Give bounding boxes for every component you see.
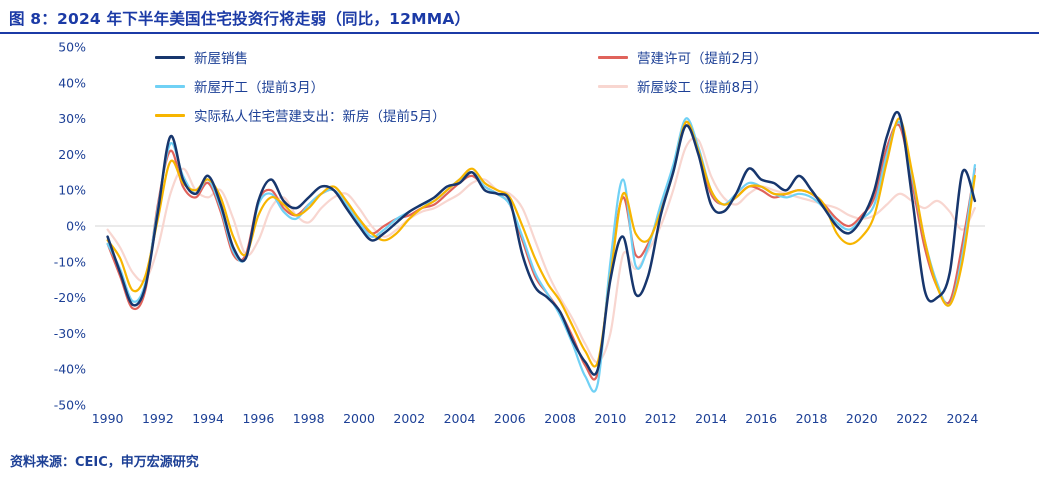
legend-line-swatch: [155, 84, 185, 88]
y-axis-tick-label: -50%: [54, 398, 86, 413]
legend-label: 新屋销售: [194, 51, 248, 67]
legend-line-swatch: [155, 113, 185, 117]
x-axis-tick-label: 2012: [645, 411, 677, 426]
legend-item: 新屋销售: [155, 47, 598, 67]
x-axis-tick-label: 1994: [192, 411, 224, 426]
x-axis-tick-label: 2004: [444, 411, 476, 426]
x-axis-tick-label: 2024: [946, 411, 978, 426]
x-axis-tick-label: 2008: [544, 411, 576, 426]
x-axis-tick-label: 2020: [846, 411, 878, 426]
x-axis-tick-label: 2018: [796, 411, 828, 426]
x-axis-tick-label: 1998: [293, 411, 325, 426]
series-line-4: [106, 136, 976, 364]
legend-label: 新屋竣工（提前8月）: [637, 80, 768, 96]
x-axis-tick-label: 1992: [142, 411, 174, 426]
legend-item: 营建许可（提前2月）: [598, 47, 767, 67]
legend-line-swatch: [598, 55, 628, 59]
x-axis-tick-label: 2014: [695, 411, 727, 426]
x-axis-tick-label: 1996: [242, 411, 274, 426]
legend-label: 新屋开工（提前3月）: [194, 80, 325, 96]
y-axis-tick-label: 30%: [58, 111, 86, 126]
chart-legend: 新屋销售新屋开工（提前3月） 实际私人住宅营建支出：新房（提前5月） 营建许可（提前…: [155, 47, 767, 125]
y-axis-tick-label: 20%: [58, 147, 86, 162]
legend-item: 实际私人住宅营建支出：新房（提前5月）: [155, 105, 598, 125]
y-axis-tick-label: 0%: [66, 219, 86, 234]
y-axis-tick-label: 40%: [58, 75, 86, 90]
title-underline: [0, 32, 1039, 34]
y-axis-tick-label: -30%: [54, 326, 86, 341]
x-axis-tick-label: 2002: [393, 411, 425, 426]
x-axis-tick-label: 2010: [594, 411, 626, 426]
x-axis-tick-label: 2016: [745, 411, 777, 426]
x-axis-tick-label: 1990: [92, 411, 124, 426]
y-axis-tick-label: -40%: [54, 362, 86, 377]
legend-item: 新屋开工（提前3月）: [155, 76, 598, 96]
y-axis-tick-label: -10%: [54, 254, 86, 269]
source-note: 资料来源：CEIC，申万宏源研究: [10, 455, 199, 470]
y-axis-tick-label: -20%: [54, 290, 86, 305]
x-axis-tick-label: 2006: [494, 411, 526, 426]
series-line-1: [106, 111, 977, 376]
legend-column: 营建许可（提前2月） 新屋竣工（提前8月）: [598, 47, 767, 125]
legend-item: 新屋竣工（提前8月）: [598, 76, 767, 96]
series-line-2: [106, 120, 976, 381]
series-line-5: [106, 117, 976, 368]
legend-line-swatch: [598, 84, 628, 88]
legend-label: 实际私人住宅营建支出：新房（提前5月）: [194, 109, 446, 125]
legend-line-swatch: [155, 55, 185, 59]
figure-title: 图 8：2024 年下半年美国住宅投资行将走弱（同比，12MMA）: [9, 10, 471, 28]
y-axis-tick-label: 10%: [58, 183, 86, 198]
legend-column: 新屋销售新屋开工（提前3月） 实际私人住宅营建支出：新房（提前5月）: [155, 47, 598, 125]
legend-label: 营建许可（提前2月）: [637, 51, 768, 67]
x-axis-tick-label: 2000: [343, 411, 375, 426]
x-axis-tick-label: 2022: [896, 411, 928, 426]
y-axis-tick-label: 50%: [58, 40, 86, 55]
